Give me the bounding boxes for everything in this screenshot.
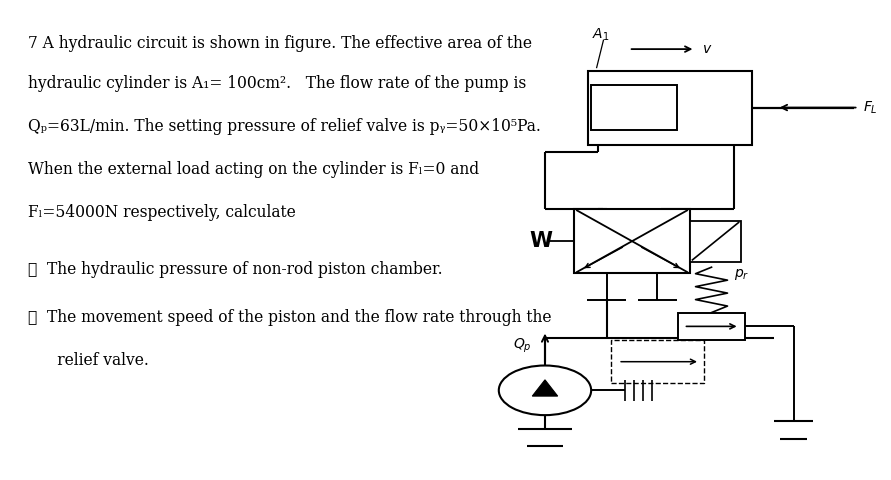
Text: relief valve.: relief valve. [28, 352, 149, 369]
FancyBboxPatch shape [588, 71, 752, 144]
Text: $Q_p$: $Q_p$ [513, 337, 532, 355]
Text: hydraulic cylinder is A₁= 100cm².   The flow rate of the pump is: hydraulic cylinder is A₁= 100cm². The fl… [28, 75, 527, 92]
FancyBboxPatch shape [678, 312, 745, 340]
FancyBboxPatch shape [591, 85, 676, 130]
Text: $v$: $v$ [701, 42, 712, 56]
Text: Fₗ=54000N respectively, calculate: Fₗ=54000N respectively, calculate [28, 204, 296, 221]
Text: W: W [529, 231, 552, 251]
Polygon shape [532, 380, 558, 396]
Circle shape [499, 365, 591, 415]
Text: $p_r$: $p_r$ [733, 267, 749, 282]
Text: ②  The movement speed of the piston and the flow rate through the: ② The movement speed of the piston and t… [28, 309, 552, 326]
Text: ①  The hydraulic pressure of non-rod piston chamber.: ① The hydraulic pressure of non-rod pist… [28, 262, 443, 278]
Text: 7 A hydraulic circuit is shown in figure. The effective area of the: 7 A hydraulic circuit is shown in figure… [28, 35, 532, 52]
Text: $F_L$: $F_L$ [863, 99, 878, 116]
FancyBboxPatch shape [690, 221, 741, 262]
Text: When the external load acting on the cylinder is Fₗ=0 and: When the external load acting on the cyl… [28, 161, 479, 178]
FancyBboxPatch shape [575, 209, 690, 274]
Text: Qₚ=63L/min. The setting pressure of relief valve is pᵧ=50×10⁵Pa.: Qₚ=63L/min. The setting pressure of reli… [28, 118, 541, 135]
Text: $A_1$: $A_1$ [592, 26, 609, 43]
